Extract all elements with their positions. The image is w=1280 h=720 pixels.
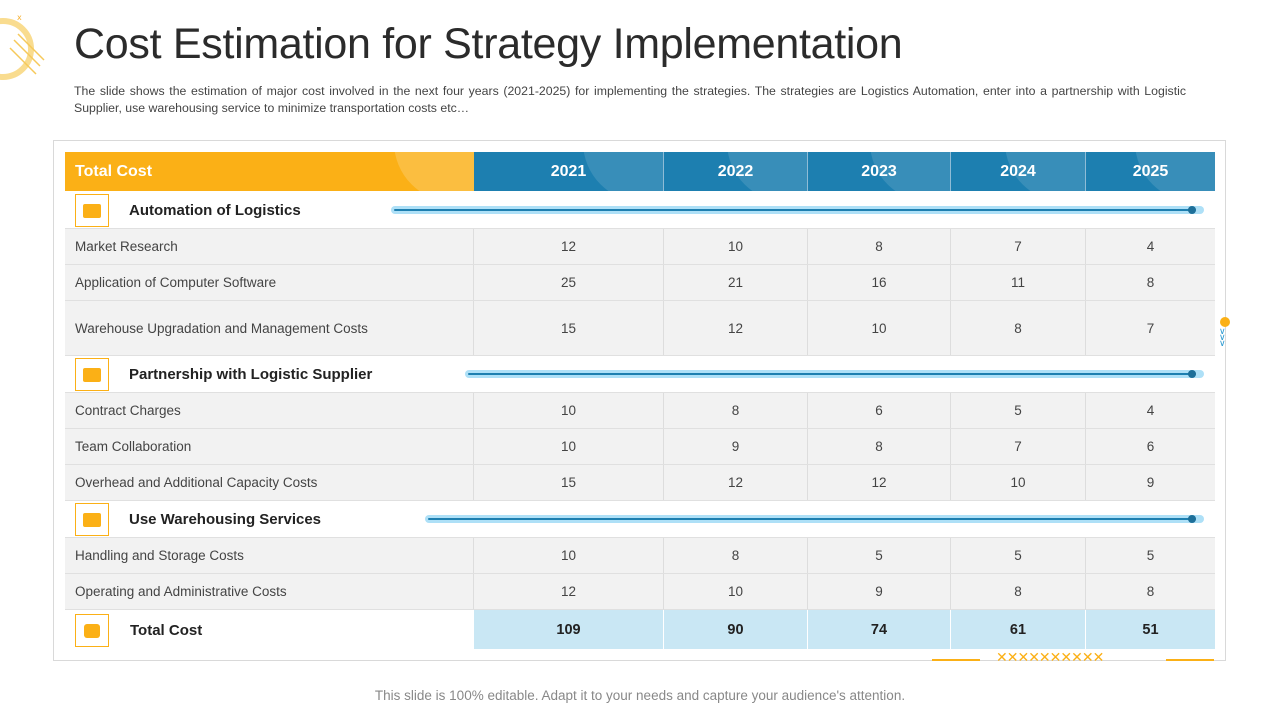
header-year: 2021: [474, 152, 664, 191]
decor-x-marks: ✕✕✕✕✕✕✕✕✕✕: [996, 650, 1104, 666]
row-label: Overhead and Additional Capacity Costs: [65, 465, 474, 500]
row-value: 4: [1146, 239, 1155, 254]
row-value: 10: [951, 465, 1086, 500]
row-label: Operating and Administrative Costs: [65, 574, 474, 609]
row-value: 12: [474, 574, 664, 609]
row-value: 7: [951, 229, 1086, 264]
table-header-row: Total Cost 2021 2022 2023 2024 2025: [65, 152, 1215, 192]
row-value: 5: [808, 538, 951, 573]
row-value: 7: [951, 429, 1086, 464]
row-value: 9: [664, 429, 808, 464]
row-value: 12: [808, 465, 951, 500]
total-value: 90: [664, 610, 808, 649]
row-value: 12: [664, 301, 808, 355]
section-progress-bar: [425, 515, 1204, 523]
section-header-warehousing: Use Warehousing Services: [65, 501, 1215, 538]
table-row: Contract Charges 10 8 6 5 4: [65, 393, 1215, 429]
row-value: 4: [1146, 403, 1155, 418]
row-label: Contract Charges: [65, 393, 474, 428]
footer-note: This slide is 100% editable. Adapt it to…: [374, 688, 906, 703]
decor-line: [1166, 659, 1214, 661]
header-total-cost: Total Cost: [65, 152, 474, 191]
cost-table: Total Cost 2021 2022 2023 2024 2025 Auto…: [65, 152, 1215, 650]
row-value: 8: [951, 301, 1086, 355]
decor-line: [932, 659, 980, 661]
section-header-automation: Automation of Logistics: [65, 192, 1215, 229]
row-value: 6: [1146, 439, 1155, 454]
total-value: 51: [1086, 610, 1215, 649]
row-label: Application of Computer Software: [65, 265, 474, 300]
row-value: 10: [664, 574, 808, 609]
row-label: Warehouse Upgradation and Management Cos…: [65, 301, 474, 355]
section-title: Use Warehousing Services: [129, 511, 322, 528]
header-year: 2024: [951, 152, 1086, 191]
row-value: 8: [1146, 584, 1155, 599]
header-year: 2022: [664, 152, 808, 191]
row-value: 8: [664, 538, 808, 573]
row-value: 9: [808, 574, 951, 609]
row-value: 15: [474, 301, 664, 355]
total-value: 74: [808, 610, 951, 649]
header-year: 2023: [808, 152, 951, 191]
section-progress-bar: [465, 370, 1204, 378]
row-value: 7: [1146, 320, 1155, 336]
row-value: 9: [1146, 475, 1155, 490]
row-value: 8: [808, 229, 951, 264]
row-value: 8: [664, 393, 808, 428]
total-label-cell: Total Cost: [65, 610, 474, 649]
page-title: Cost Estimation for Strategy Implementat…: [74, 20, 903, 68]
row-label: Handling and Storage Costs: [65, 538, 474, 573]
row-value: 8: [1146, 275, 1155, 290]
chevron-down-icon: ∨ ∨ ∨: [1219, 327, 1226, 349]
row-value: 5: [951, 538, 1086, 573]
table-row: Handling and Storage Costs 10 8 5 5 5: [65, 538, 1215, 574]
row-value: 21: [664, 265, 808, 300]
delivery-truck-icon: [75, 503, 109, 536]
table-row: Operating and Administrative Costs 12 10…: [65, 574, 1215, 610]
section-title: Partnership with Logistic Supplier: [129, 366, 373, 383]
handshake-icon: [75, 358, 109, 391]
bottom-decoration: ✕✕✕✕✕✕✕✕✕✕: [918, 650, 1218, 670]
total-label: Total Cost: [130, 621, 203, 639]
table-row: Market Research 12 10 8 7 4: [65, 229, 1215, 265]
row-value: 10: [664, 229, 808, 264]
row-value: 15: [474, 465, 664, 500]
row-value: 8: [951, 574, 1086, 609]
money-icon: [75, 614, 109, 647]
row-value: 12: [474, 229, 664, 264]
section-header-partnership: Partnership with Logistic Supplier: [65, 356, 1215, 393]
row-value: 12: [664, 465, 808, 500]
row-value: 6: [808, 393, 951, 428]
table-row: Team Collaboration 10 9 8 7 6: [65, 429, 1215, 465]
total-value: 61: [951, 610, 1086, 649]
row-value: 10: [474, 393, 664, 428]
header-year: 2025: [1086, 152, 1215, 191]
total-row: Total Cost 109 90 74 61 51: [65, 610, 1215, 650]
robot-arm-icon: [75, 194, 109, 227]
row-value: 25: [474, 265, 664, 300]
row-value: 10: [474, 429, 664, 464]
row-value: 5: [1146, 548, 1155, 563]
row-value: 10: [808, 301, 951, 355]
row-value: 5: [951, 393, 1086, 428]
row-value: 8: [808, 429, 951, 464]
table-row: Overhead and Additional Capacity Costs 1…: [65, 465, 1215, 501]
row-value: 10: [474, 538, 664, 573]
page-subtitle: The slide shows the estimation of major …: [74, 84, 1186, 115]
section-title: Automation of Logistics: [129, 202, 301, 219]
table-row: Application of Computer Software 25 21 1…: [65, 265, 1215, 301]
row-value: 11: [951, 265, 1086, 300]
table-row: Warehouse Upgradation and Management Cos…: [65, 301, 1215, 356]
corner-lines-decoration: x: [9, 13, 45, 75]
total-value: 109: [474, 610, 664, 649]
row-value: 16: [808, 265, 951, 300]
side-dot-decoration: [1220, 317, 1230, 327]
row-label: Market Research: [65, 229, 474, 264]
svg-text:x: x: [17, 13, 22, 22]
row-label: Team Collaboration: [65, 429, 474, 464]
section-progress-bar: [391, 206, 1204, 214]
